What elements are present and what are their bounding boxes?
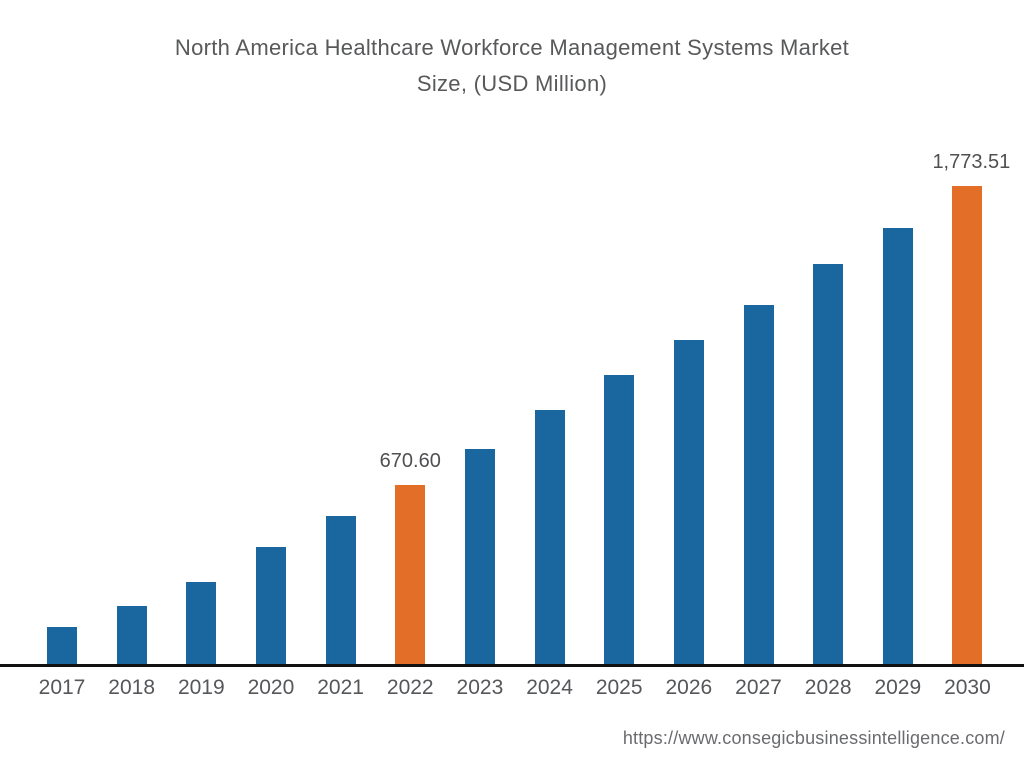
x-tick-label-2021: 2021: [317, 676, 364, 699]
bar-column-2029: [863, 146, 933, 666]
bar-2029: [882, 228, 913, 666]
x-tick-label-2023: 2023: [456, 676, 504, 699]
bar-2020: [255, 547, 286, 666]
x-tick-label-2022: 2022: [386, 676, 434, 699]
bar-2026: [673, 340, 704, 666]
bar-2030: [952, 186, 983, 666]
bar-column-2028: [793, 146, 863, 666]
bar-2018: [116, 606, 147, 666]
x-tick-label-2025: 2025: [595, 676, 643, 699]
bar-column-2027: [724, 146, 794, 666]
plot-area: 670.60 1,773.51: [27, 146, 1011, 666]
x-axis: 2017 2018 2019 2020 2021 2022 2023 2024 2025 2026…: [0, 667, 1024, 707]
x-tick-label-2019: 2019: [177, 676, 225, 699]
bar-column-2025: [584, 146, 654, 666]
x-tick-label-2024: 2024: [526, 676, 573, 699]
bar-column-2030: 1,773.51: [932, 146, 1011, 666]
bar-column-2017: [27, 146, 97, 666]
x-tick-label-2026: 2026: [665, 676, 713, 699]
bar-2027: [743, 305, 774, 666]
bar-2028: [813, 264, 844, 666]
bar-column-2018: [97, 146, 167, 666]
chart-title-line-1: North America Healthcare Workforce Manag…: [174, 35, 850, 60]
chart-title-line-2: Size, (USD Million): [416, 71, 608, 96]
bar-column-2020: [236, 146, 306, 666]
bar-2017: [47, 627, 77, 666]
bar-column-2019: [166, 146, 236, 666]
x-tick-label-2027: 2027: [735, 676, 782, 699]
x-tick-label-2029: 2029: [874, 676, 922, 699]
x-axis-line: [0, 664, 1024, 667]
bar-column-2026: [654, 146, 724, 666]
bar-2022: [395, 485, 426, 666]
bar-column-2023: [445, 146, 515, 666]
bar-column-2022: 670.60: [375, 146, 445, 666]
source-url: https://www.consegicbusinessintelligence…: [622, 728, 1005, 748]
x-tick-label-2028: 2028: [804, 676, 852, 699]
chart-title: North America Healthcare Workforce Manag…: [0, 30, 1024, 102]
bar-2023: [464, 449, 495, 666]
x-tick-label-2017: 2017: [38, 676, 86, 699]
x-tick-label-2030: 2030: [944, 676, 991, 699]
bar-2019: [186, 582, 217, 666]
x-tick-label-2020: 2020: [247, 676, 295, 699]
bar-column-2021: [306, 146, 376, 666]
bar-value-label-2030: 1,773.51: [932, 151, 1011, 173]
bar-2024: [534, 410, 565, 666]
x-tick-label-2018: 2018: [108, 676, 155, 699]
bar-value-label-2022: 670.60: [379, 450, 441, 472]
bar-column-2024: [515, 146, 585, 666]
bar-2021: [325, 516, 356, 666]
bar-2025: [604, 375, 635, 666]
